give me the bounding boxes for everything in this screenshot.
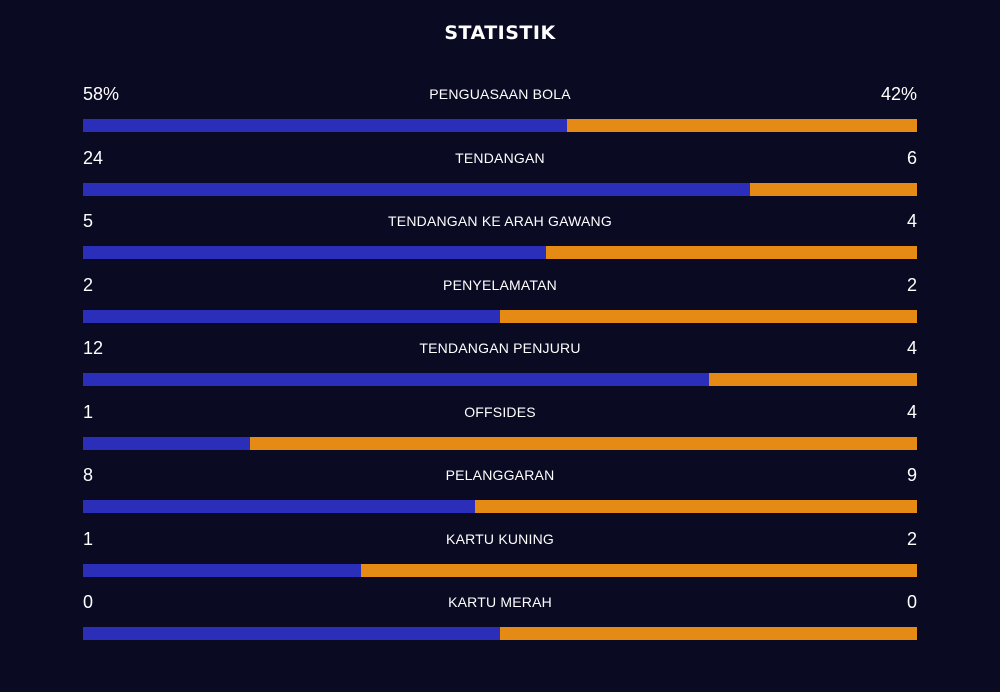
- stat-label: PELANGGARAN: [445, 467, 555, 483]
- stat-label: TENDANGAN KE ARAH GAWANG: [388, 213, 612, 229]
- stat-row-header: 24 TENDANGAN 6: [83, 146, 917, 170]
- home-bar-fill: [83, 182, 751, 196]
- away-value: 4: [906, 401, 917, 422]
- stats-title: STATISTIK: [444, 22, 556, 44]
- stat-label: TENDANGAN PENJURU: [419, 340, 581, 356]
- stat-label: PENYELAMATAN: [443, 276, 557, 293]
- stat-row: 8 PELANGGARAN 9: [83, 463, 917, 527]
- comparison-bar: [83, 309, 917, 323]
- home-bar-fill: [83, 627, 500, 640]
- home-value: 1: [83, 528, 94, 549]
- away-bar-fill: [708, 373, 917, 386]
- stat-row: 1 OFFSIDES 4: [83, 400, 917, 464]
- stat-row-header: 1 KARTU KUNING 2: [83, 527, 917, 551]
- stat-row-header: 5 TENDANGAN KE ARAH GAWANG 4: [83, 209, 917, 233]
- home-value: 0: [83, 592, 94, 612]
- stat-label: TENDANGAN: [455, 149, 545, 166]
- comparison-bar: [83, 182, 917, 196]
- away-value: 6: [906, 147, 917, 168]
- away-bar-fill: [546, 246, 917, 259]
- stat-row-header: 2 PENYELAMATAN 2: [83, 273, 917, 297]
- comparison-bar: [83, 500, 917, 513]
- away-bar-fill: [500, 309, 917, 323]
- stats-list: 58% PENGUASAAN BOLA 42% 24 TENDANGAN 6 5 TENDAN…: [83, 82, 917, 654]
- stat-row: 5 TENDANGAN KE ARAH GAWANG 4: [83, 209, 917, 273]
- stat-row: 24 TENDANGAN 6: [83, 146, 917, 210]
- stat-row: 12 TENDANGAN PENJURU 4: [83, 336, 917, 400]
- home-value: 58%: [83, 84, 120, 104]
- home-value: 5: [83, 211, 94, 231]
- home-bar-fill: [83, 436, 250, 450]
- home-value: 2: [83, 274, 94, 295]
- stat-row: 58% PENGUASAAN BOLA 42%: [83, 82, 917, 146]
- away-bar-fill: [249, 436, 917, 450]
- home-bar-fill: [83, 309, 500, 323]
- away-value: 42%: [880, 84, 917, 104]
- away-bar-fill: [475, 500, 917, 513]
- comparison-bar: [83, 563, 917, 577]
- home-bar-fill: [83, 119, 567, 132]
- away-bar-fill: [750, 182, 917, 196]
- stat-row: 2 PENYELAMATAN 2: [83, 273, 917, 337]
- comparison-bar: [83, 119, 917, 132]
- stat-row-header: 8 PELANGGARAN 9: [83, 463, 917, 487]
- away-value: 4: [906, 211, 917, 231]
- stat-row-header: 1 OFFSIDES 4: [83, 400, 917, 424]
- comparison-bar: [83, 436, 917, 450]
- away-bar-fill: [566, 119, 917, 132]
- stat-row-header: 0 KARTU MERAH 0: [83, 590, 917, 614]
- stat-row-header: 12 TENDANGAN PENJURU 4: [83, 336, 917, 360]
- away-value: 4: [906, 338, 917, 358]
- stat-label: KARTU MERAH: [448, 594, 552, 610]
- comparison-bar: [83, 246, 917, 259]
- away-value: 2: [906, 274, 917, 295]
- away-bar-fill: [360, 563, 917, 577]
- home-bar-fill: [83, 563, 361, 577]
- away-value: 2: [906, 528, 917, 549]
- home-bar-fill: [83, 373, 709, 386]
- stat-label: KARTU KUNING: [446, 530, 554, 547]
- away-bar-fill: [500, 627, 917, 640]
- away-value: 9: [906, 465, 917, 485]
- away-value: 0: [906, 592, 917, 612]
- home-bar-fill: [83, 246, 547, 259]
- stat-row: 1 KARTU KUNING 2: [83, 527, 917, 591]
- stat-label: OFFSIDES: [464, 403, 536, 420]
- comparison-bar: [83, 373, 917, 386]
- home-value: 1: [83, 401, 94, 422]
- home-value: 24: [83, 147, 104, 168]
- stat-row: 0 KARTU MERAH 0: [83, 590, 917, 654]
- home-value: 12: [83, 338, 104, 358]
- home-bar-fill: [83, 500, 476, 513]
- stat-label: PENGUASAAN BOLA: [429, 86, 571, 102]
- comparison-bar: [83, 627, 917, 640]
- stat-row-header: 58% PENGUASAAN BOLA 42%: [83, 82, 917, 106]
- home-value: 8: [83, 465, 94, 485]
